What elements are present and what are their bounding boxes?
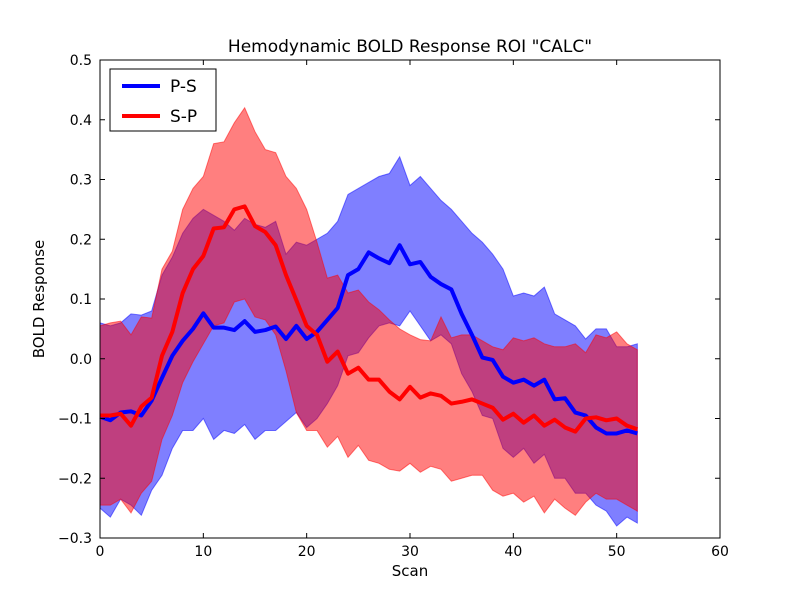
- x-axis-label: Scan: [392, 562, 428, 580]
- legend: P-S S-P: [109, 68, 217, 132]
- chart-title: Hemodynamic BOLD Response ROI "CALC": [228, 37, 592, 57]
- line-p-s: [99, 243, 638, 436]
- x-tick-label: 40: [504, 544, 522, 560]
- x-tick-label: 60: [711, 544, 729, 560]
- y-tick-label: −0.2: [58, 471, 92, 487]
- y-axis-label: BOLD Response: [30, 240, 48, 359]
- y-tick-label: 0.5: [70, 53, 92, 69]
- x-tick-label: 10: [194, 544, 212, 560]
- y-tick-label: 0.3: [70, 173, 92, 189]
- x-axis-ticks: 0 10 20 30 40 50 60: [96, 60, 729, 560]
- y-tick-label: −0.1: [58, 412, 92, 428]
- legend-label-s-p: S-P: [170, 107, 197, 127]
- y-tick-label: 0.2: [70, 232, 92, 248]
- x-tick-label: 50: [608, 544, 626, 560]
- line-s-p: [100, 204, 638, 434]
- y-tick-label: −0.3: [58, 531, 92, 547]
- y-tick-label: 0.1: [70, 292, 92, 308]
- y-tick-label: 0.0: [70, 352, 92, 368]
- legend-label-p-s: P-S: [170, 77, 197, 97]
- legend-box: [109, 68, 217, 132]
- y-axis-ticks: −0.3 −0.2 −0.1 0.0 0.1 0.2 0.3 0.4 0.5: [58, 53, 720, 547]
- x-tick-label: 20: [298, 544, 316, 560]
- x-tick-label: 0: [96, 544, 105, 560]
- series-lines: [99, 204, 638, 436]
- y-tick-label: 0.4: [70, 113, 92, 129]
- x-tick-label: 30: [401, 544, 419, 560]
